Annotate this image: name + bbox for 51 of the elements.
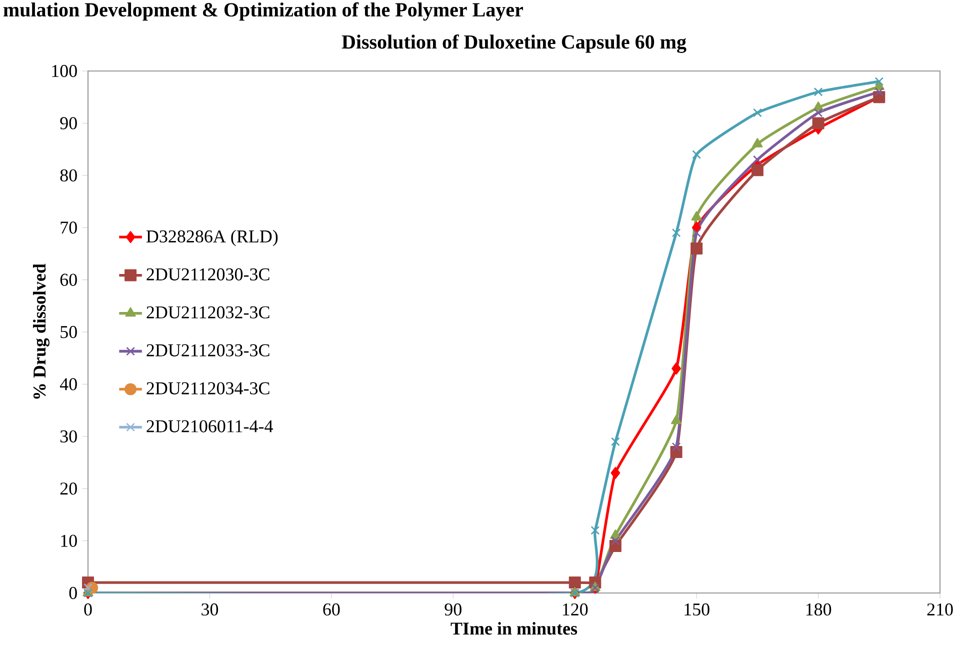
point bbox=[590, 526, 600, 535]
y-tick-label: 10 bbox=[61, 534, 77, 547]
point bbox=[874, 87, 884, 96]
point bbox=[691, 211, 702, 220]
legend-label: 2DU2112030-3C bbox=[146, 268, 270, 280]
y-tick-label: 60 bbox=[60, 274, 77, 286]
point bbox=[814, 87, 823, 96]
point bbox=[84, 583, 92, 592]
legend-label: 2DU2112032-3C bbox=[146, 306, 270, 318]
point bbox=[751, 164, 764, 176]
point bbox=[752, 138, 763, 148]
point bbox=[690, 242, 703, 254]
point bbox=[568, 576, 581, 589]
chart-title: Dissolution of Duloxetine Capsule 60 mg bbox=[342, 34, 686, 53]
point bbox=[610, 536, 620, 546]
point bbox=[672, 442, 681, 452]
y-tick-label: 90 bbox=[60, 117, 77, 130]
legend-label: 2DU2112034-3C bbox=[146, 382, 270, 394]
point bbox=[752, 155, 762, 164]
y-tick-label: 20 bbox=[60, 482, 77, 495]
y-tick-label: 100 bbox=[52, 64, 77, 78]
x-tick-label: 0 bbox=[84, 603, 92, 616]
point bbox=[671, 414, 682, 424]
point bbox=[672, 228, 681, 238]
legend-label: 2DU2112033-3C bbox=[146, 344, 270, 356]
point bbox=[814, 108, 823, 118]
point bbox=[874, 77, 884, 86]
point bbox=[610, 437, 620, 446]
x-tick-label: 210 bbox=[927, 603, 953, 616]
x-tick-label: 90 bbox=[444, 603, 462, 616]
y-tick-label: 40 bbox=[60, 378, 77, 390]
y-tick-label: 30 bbox=[60, 430, 77, 442]
point bbox=[610, 466, 620, 479]
x-tick-label: 180 bbox=[806, 603, 832, 616]
text: mulation Development & Optimization of the Polymer Layer bbox=[3, 2, 524, 21]
x-axis-title: TIme in minutes bbox=[450, 622, 578, 635]
point bbox=[692, 228, 702, 238]
x-tick-label: 30 bbox=[202, 603, 218, 616]
legend-label: D328286A (RLD) bbox=[146, 230, 278, 246]
y-tick-label: 70 bbox=[60, 222, 77, 234]
y-axis-title: % Drug dissolved bbox=[32, 264, 50, 399]
legend-label: 2DU2106011-4-4 bbox=[146, 420, 273, 432]
x-tick-label: 150 bbox=[684, 603, 710, 616]
point bbox=[812, 117, 824, 130]
point bbox=[672, 362, 681, 375]
x-tick-label: 120 bbox=[562, 603, 588, 616]
y-tick-label: 0 bbox=[69, 586, 77, 600]
point bbox=[752, 108, 762, 118]
y-tick-label: 50 bbox=[60, 326, 77, 338]
x-tick-label: 60 bbox=[323, 603, 340, 616]
y-tick-label: 80 bbox=[60, 169, 77, 182]
